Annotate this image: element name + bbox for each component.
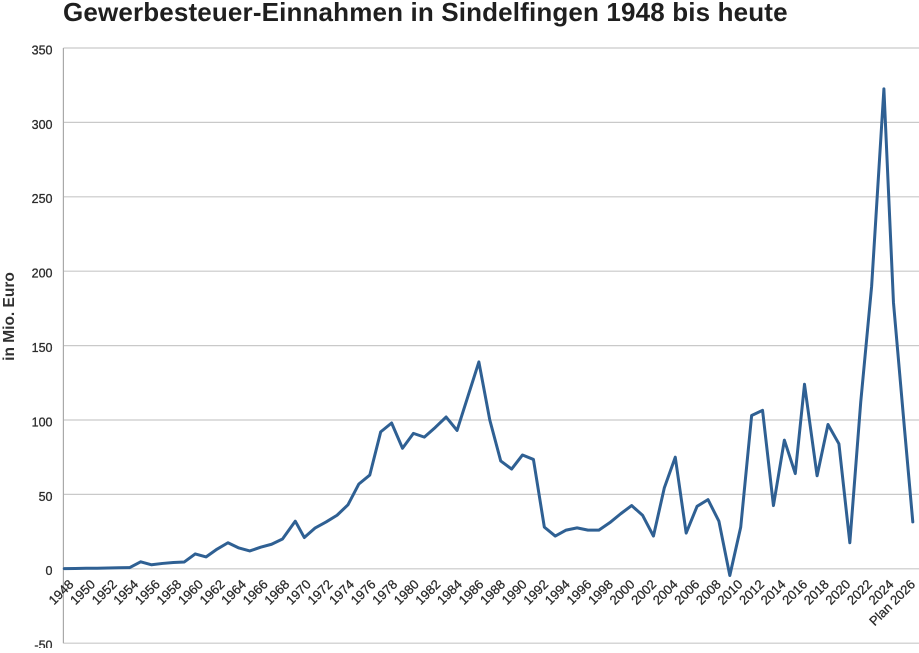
svg-text:-50: -50 [34,639,52,648]
svg-text:150: 150 [32,341,53,355]
svg-text:0: 0 [46,564,53,578]
svg-text:200: 200 [32,267,53,281]
svg-text:100: 100 [32,415,53,429]
svg-text:300: 300 [32,118,53,132]
svg-text:50: 50 [39,490,53,504]
svg-text:Gewerbesteuer-Einnahmen in Sin: Gewerbesteuer-Einnahmen in Sindelfingen … [63,0,788,27]
svg-text:250: 250 [32,192,53,206]
svg-text:in Mio. Euro: in Mio. Euro [1,272,18,361]
svg-text:350: 350 [32,43,53,57]
